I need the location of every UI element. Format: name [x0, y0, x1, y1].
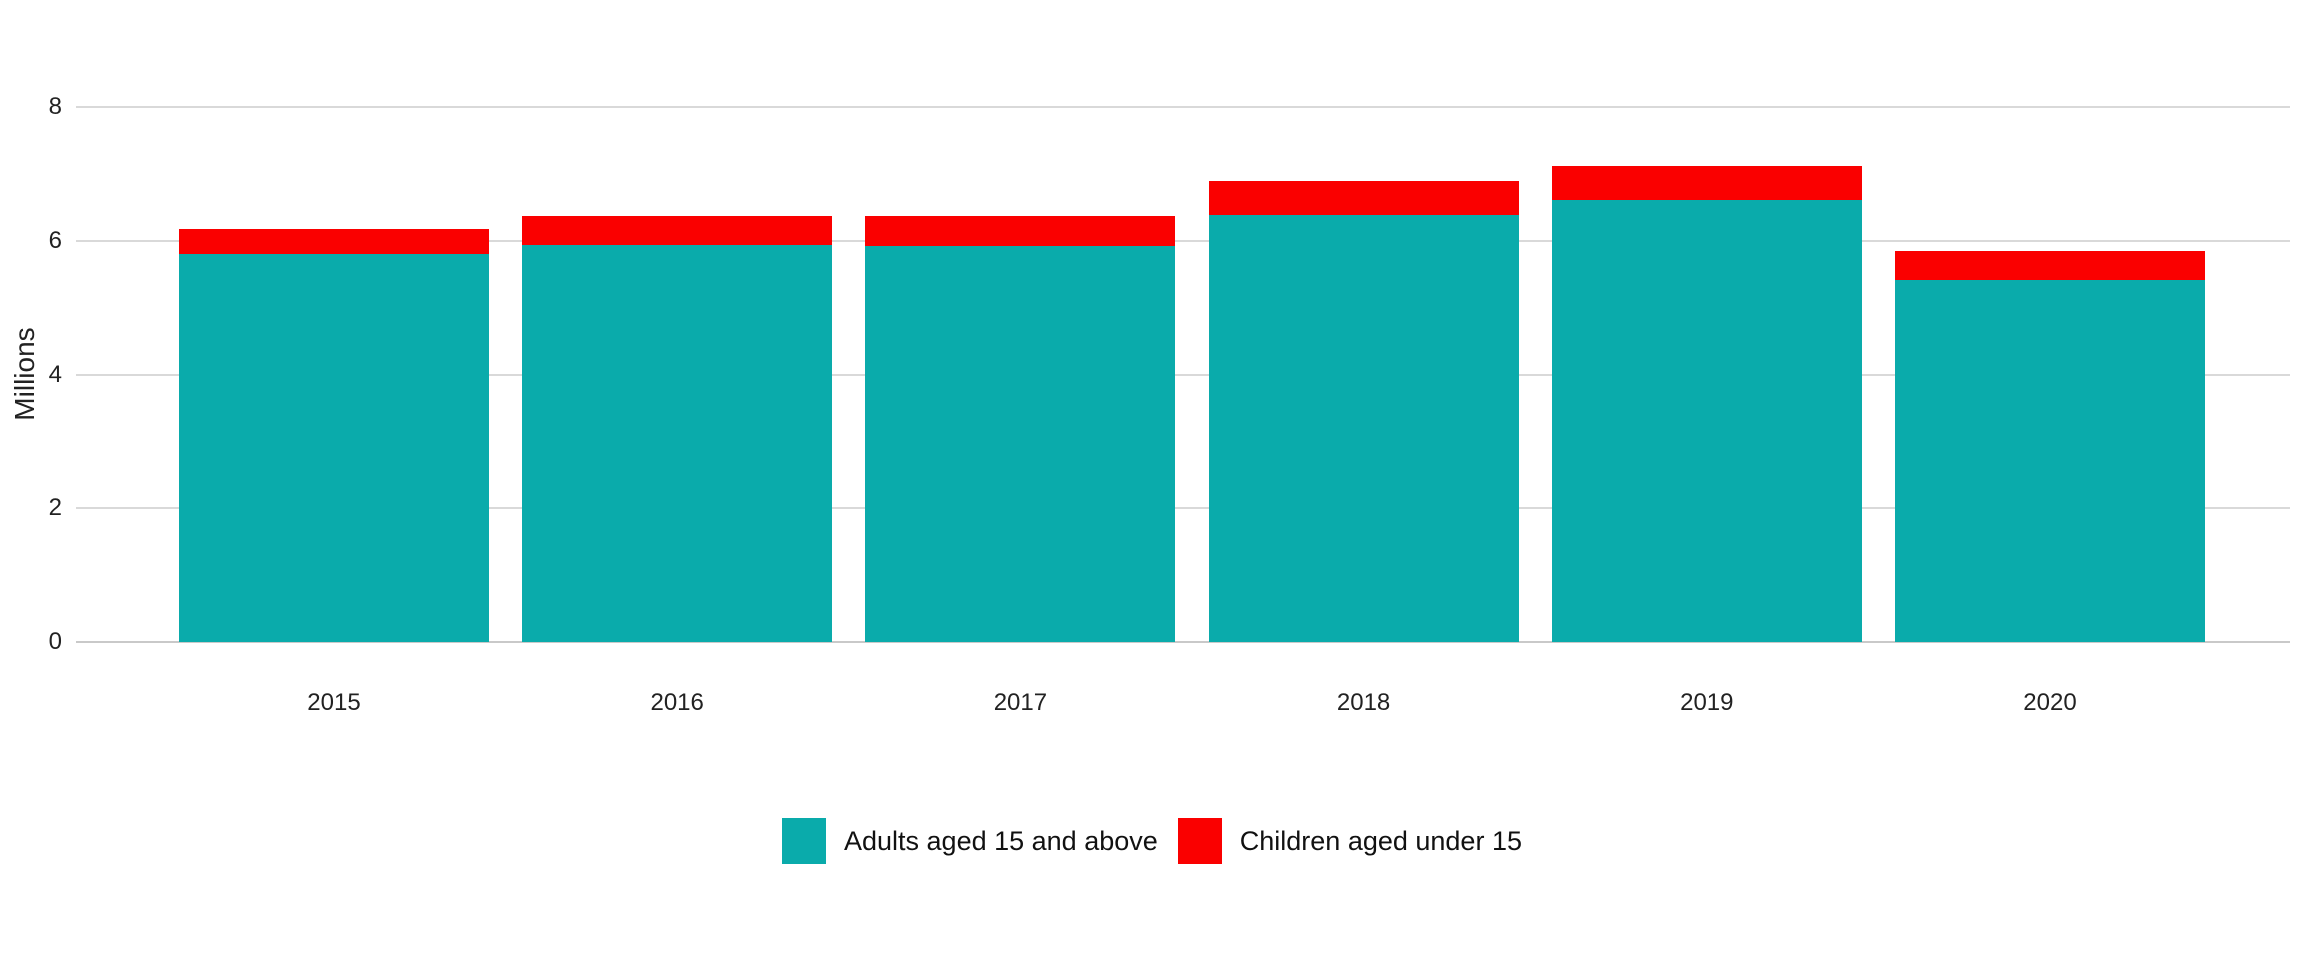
x-tick-label-2015: 2015 [307, 689, 361, 716]
x-tick-label-2016: 2016 [650, 689, 704, 716]
bar-segment-2016-children[interactable] [522, 216, 833, 246]
y-tick-label-8: 8 [48, 93, 62, 120]
bar-segment-2017-children[interactable] [865, 216, 1176, 247]
x-tick-label-2019: 2019 [1680, 689, 1734, 716]
y-gridline-2 [76, 507, 2290, 510]
bar-segment-2018-adults[interactable] [1208, 214, 1519, 642]
bar-segment-2018-children[interactable] [1208, 181, 1519, 215]
legend-swatch-adults [782, 818, 826, 864]
legend-swatch-children [1177, 818, 1222, 864]
x-tick-label-2018: 2018 [1336, 689, 1391, 716]
bar-segment-2016-adults[interactable] [522, 245, 833, 642]
y-axis-title: Millions [9, 327, 40, 421]
y-tick-label-6: 6 [48, 226, 62, 254]
legend-item-children[interactable]: Children aged under 15 [1177, 818, 1522, 864]
y-gridline-6 [76, 239, 2290, 242]
bar-segment-2015-children[interactable] [179, 228, 489, 255]
bar-segment-2015-adults[interactable] [179, 254, 489, 642]
legend-label-children: Children aged under 15 [1239, 825, 1522, 856]
legend: Adults aged 15 and above Children aged un… [0, 818, 2304, 864]
bar-segment-2019-children[interactable] [1551, 165, 1862, 200]
y-tick-label-4: 4 [48, 360, 62, 388]
legend-label-adults: Adults aged 15 and above [844, 825, 1158, 856]
bar-segment-2017-adults[interactable] [865, 246, 1176, 642]
x-tick-label-2017: 2017 [993, 689, 1048, 716]
y-gridline-4 [76, 373, 2290, 376]
y-tick-label-0: 0 [48, 628, 62, 655]
bar-segment-2020-children[interactable] [1895, 251, 2205, 280]
x-tick-label-2020: 2020 [2023, 689, 2077, 716]
bar-segment-2019-adults[interactable] [1551, 199, 1862, 642]
y-gridline-8 [76, 106, 2290, 108]
bar-segment-2020-adults[interactable] [1895, 279, 2205, 642]
legend-item-adults[interactable]: Adults aged 15 and above [782, 818, 1158, 864]
y-tick-label-2: 2 [48, 494, 62, 522]
y-gridline-0 [76, 641, 2290, 643]
